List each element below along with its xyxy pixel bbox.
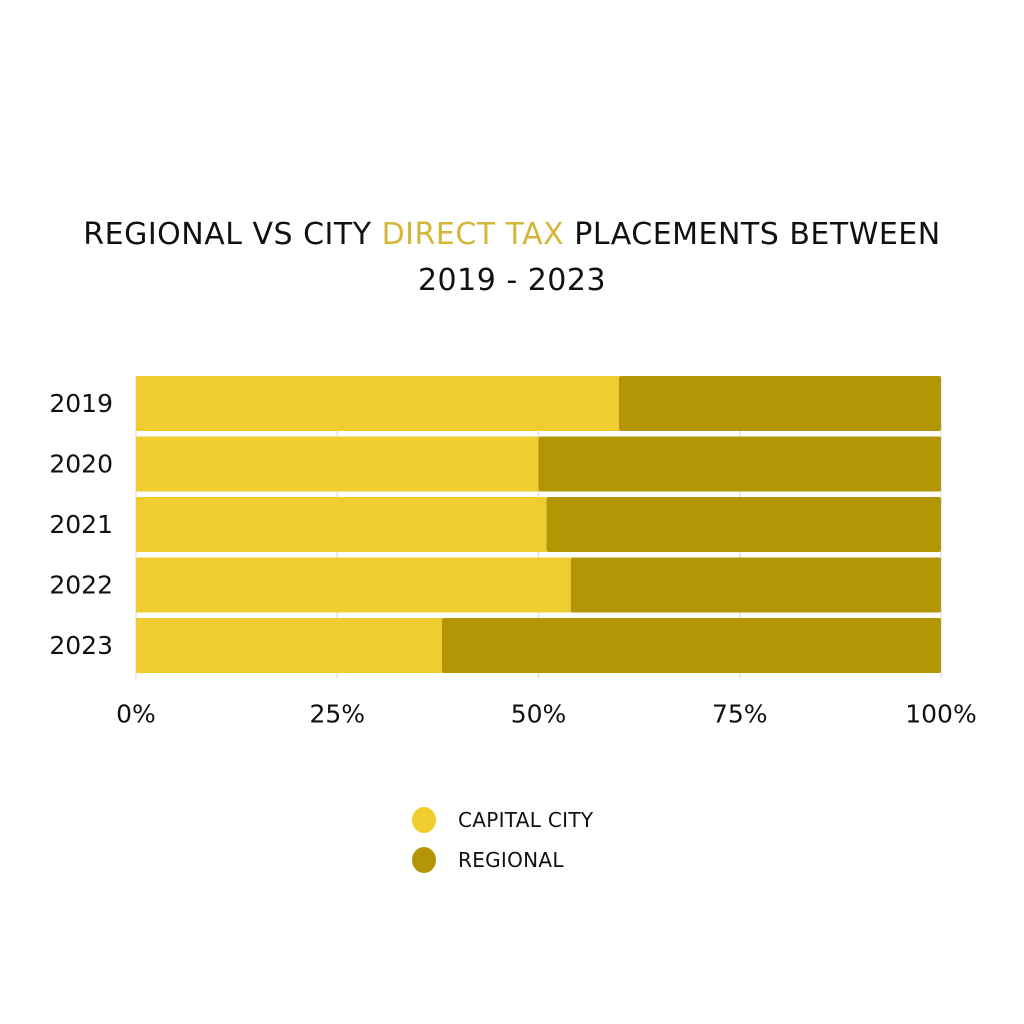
bar-capital-city-2019 (136, 376, 619, 431)
y-tick-label-2019: 2019 (49, 389, 113, 418)
legend: CAPITAL CITY REGIONAL (412, 800, 593, 880)
x-tick-label-0: 0% (116, 700, 156, 729)
legend-item-capital-city: CAPITAL CITY (412, 800, 593, 840)
legend-swatch-regional (412, 847, 436, 873)
bar-regional-2019 (619, 376, 941, 431)
y-tick-label-2021: 2021 (49, 510, 113, 539)
bar-regional-2022 (570, 557, 941, 613)
chart-title-line1: REGIONAL VS CITY DIRECT TAX PLACEMENTS B… (0, 212, 1024, 258)
bar-capital-city-2021 (136, 497, 547, 552)
bar-regional-2021 (546, 497, 941, 552)
x-tick-label-3: 75% (712, 700, 768, 729)
legend-label-regional: REGIONAL (458, 848, 564, 872)
y-tick-label-2023: 2023 (49, 631, 113, 660)
bar-regional-2020 (538, 436, 941, 492)
chart-title-line2: 2019 - 2023 (417, 263, 607, 298)
bars (136, 376, 941, 673)
bar-capital-city-2023 (136, 618, 442, 673)
legend-label-capital-city: CAPITAL CITY (458, 808, 594, 832)
bar-capital-city-2022 (136, 557, 571, 613)
title-highlight: DIRECT TAX (381, 217, 565, 252)
x-tick-label-2: 50% (511, 700, 567, 729)
y-tick-labels: 2019 2020 2021 2022 2023 (49, 389, 113, 660)
x-tick-label-4: 100% (905, 700, 976, 729)
title-part2: PLACEMENTS BETWEEN (564, 217, 941, 252)
title-part1: REGIONAL VS CITY (83, 217, 382, 252)
legend-swatch-capital-city (412, 807, 436, 833)
bar-capital-city-2020 (136, 436, 539, 492)
y-tick-label-2020: 2020 (49, 450, 113, 479)
y-tick-label-2022: 2022 (49, 571, 113, 600)
bar-regional-2023 (441, 618, 941, 673)
x-tick-labels: 0% 25% 50% 75% 100% (116, 700, 977, 729)
legend-item-regional: REGIONAL (412, 840, 593, 880)
chart-title: REGIONAL VS CITY DIRECT TAX PLACEMENTS B… (0, 212, 1024, 304)
x-tick-label-1: 25% (309, 700, 365, 729)
